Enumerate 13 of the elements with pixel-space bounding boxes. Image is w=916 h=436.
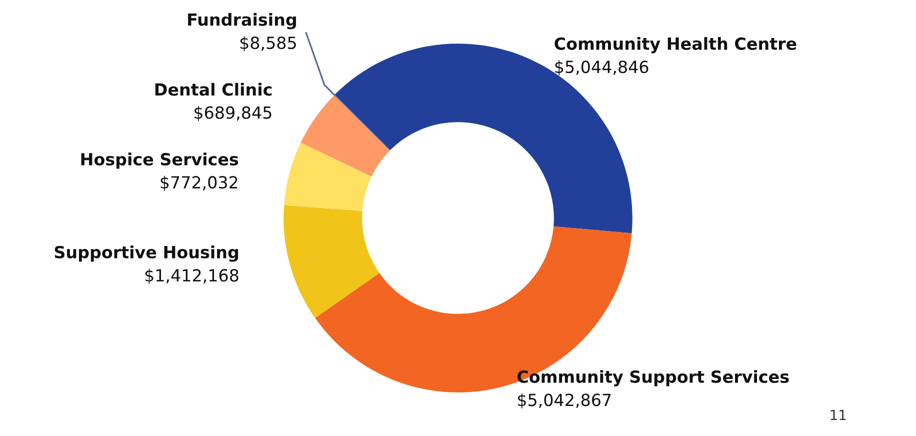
slice-label: Hospice Services — [81, 152, 238, 169]
data-label: $1,412,168 — [145, 268, 238, 284]
slice-label: Dental Clinic — [155, 82, 272, 96]
slice-label: Fundraising — [188, 12, 296, 30]
slice-label: Supportive Housing — [54, 246, 238, 262]
data-label: $5,042,867 — [518, 393, 611, 408]
data-label: $8,585 — [240, 36, 296, 52]
data-label: $689,845 — [194, 106, 272, 122]
text: 11 — [830, 410, 846, 420]
slice-label: Community Support Services — [517, 370, 789, 386]
slice-label: Community Health Centre — [554, 37, 796, 54]
data-label: $772,032 — [160, 176, 238, 191]
data-label: $5,044,846 — [555, 60, 648, 76]
